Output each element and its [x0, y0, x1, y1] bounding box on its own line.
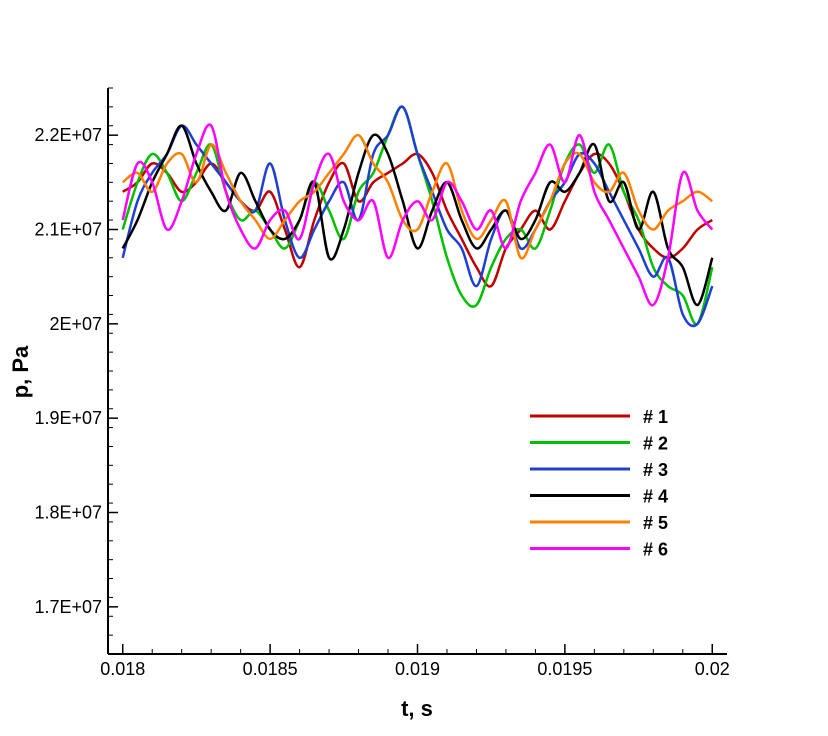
y-tick-label: 1.7E+07 — [34, 597, 102, 617]
y-tick-label: 1.9E+07 — [34, 408, 102, 428]
y-tick-label: 1.8E+07 — [34, 503, 102, 523]
y-tick-label: 2.2E+07 — [34, 125, 102, 145]
x-tick-label: 0.0185 — [243, 659, 298, 679]
legend-label: # 6 — [643, 540, 668, 560]
legend: # 1 # 2 # 3 # 4 # 5 # 6 — [530, 407, 668, 560]
legend-label: # 2 — [643, 434, 668, 454]
y-tick-label: 2.1E+07 — [34, 220, 102, 240]
y-tick-label: 2E+07 — [49, 314, 102, 334]
x-tick-label: 0.02 — [695, 659, 730, 679]
y-axis-title: p, Pa — [8, 345, 33, 398]
series-line — [121, 124, 714, 307]
x-axis-ticks: 0.018 0.0185 0.019 0.0195 0.02 — [100, 644, 730, 679]
legend-label: # 5 — [643, 513, 668, 533]
legend-label: # 1 — [643, 407, 668, 427]
x-tick-label: 0.019 — [395, 659, 440, 679]
series-line — [121, 133, 714, 260]
series-line — [121, 105, 714, 328]
x-tick-label: 0.018 — [100, 659, 145, 679]
y-axis-ticks: 1.7E+07 1.8E+07 1.9E+07 2E+07 2.1E+07 2.2E+07 — [34, 87, 118, 655]
x-axis-title: t, s — [401, 696, 433, 721]
x-tick-label: 0.0195 — [537, 659, 592, 679]
series-line — [121, 123, 714, 307]
series-lines — [121, 105, 714, 328]
legend-label: # 3 — [643, 460, 668, 480]
legend-label: # 4 — [643, 487, 668, 507]
series-line — [121, 105, 714, 326]
